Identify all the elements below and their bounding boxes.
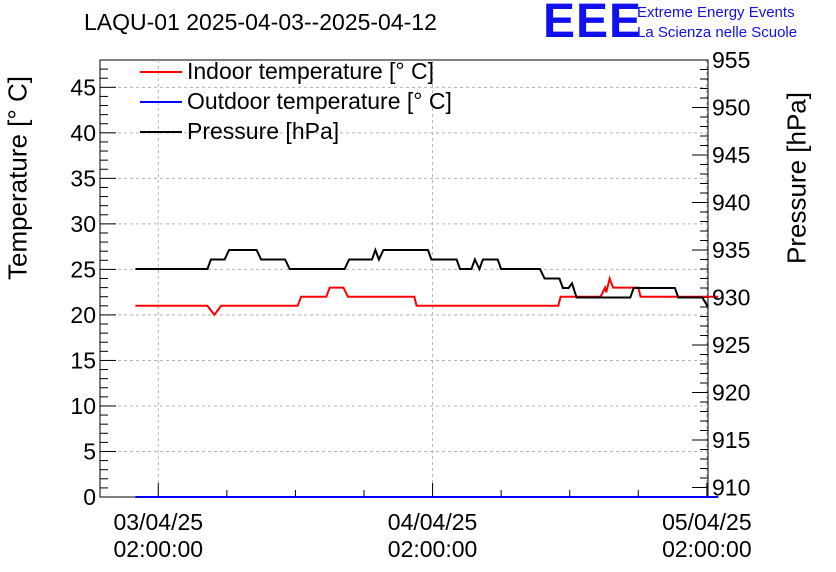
x-tick-label-date: 03/04/25 [114,509,204,535]
y2-tick-label: 920 [712,380,750,406]
y-axis-label-left: Temperature [° C] [2,75,33,281]
y2-tick-label: 935 [712,237,750,263]
y-tick-label: 15 [70,347,96,373]
y2-tick-label: 925 [712,332,750,358]
y-tick-label: 40 [70,120,96,146]
chart-title: LAQU-01 2025-04-03--2025-04-12 [84,9,437,35]
y2-tick-label: 910 [712,475,750,501]
y-tick-label: 10 [70,393,96,419]
y-tick-label: 20 [70,302,96,328]
legend-swatch-indoor [140,71,182,73]
logo-line-1: Extreme Energy Events [637,4,795,21]
series-line-indoor [135,275,719,317]
series-line-pressure [135,247,709,308]
y-tick-label: 0 [83,484,96,510]
legend-label-outdoor: Outdoor temperature [° C] [187,88,452,114]
legend-swatch-pressure [140,131,182,133]
y2-tick-label: 915 [712,427,750,453]
legend-swatch-outdoor [140,101,182,103]
legend-label-indoor: Indoor temperature [° C] [187,58,434,84]
y-tick-label: 45 [70,74,96,100]
x-tick-label-time: 02:00:00 [114,536,204,562]
logo-line-2: La Scienza nelle Scuole [637,24,798,41]
y2-tick-label: 930 [712,285,750,311]
y2-tick-label: 940 [712,190,750,216]
legend-label-pressure: Pressure [hPa] [187,118,340,144]
x-tick-label-time: 02:00:00 [662,536,752,562]
y2-tick-label: 955 [712,47,750,73]
tick-labels: 0 5 10 15 20 25 30 35 40 45 910 915 920 925 930 935 940 9… [70,47,751,562]
series-lines [135,247,719,498]
x-tick-label-time: 02:00:00 [388,536,478,562]
legend-item-pressure: Pressure [hPa] [140,118,500,146]
eee-logo: EEE [543,0,643,48]
x-tick-label-date: 05/04/25 [662,509,752,535]
legend-item-indoor: Indoor temperature [° C] [140,58,500,86]
y2-tick-label: 945 [712,142,750,168]
y2-tick-label: 950 [712,95,750,121]
y-tick-label: 35 [70,165,96,191]
legend-item-outdoor: Outdoor temperature [° C] [140,88,500,116]
y-tick-label: 5 [83,438,96,464]
y-axis-label-right: Pressure [hPa] [781,92,812,264]
y-tick-label: 25 [70,256,96,282]
x-tick-label-date: 04/04/25 [388,509,478,535]
y-tick-label: 30 [70,211,96,237]
